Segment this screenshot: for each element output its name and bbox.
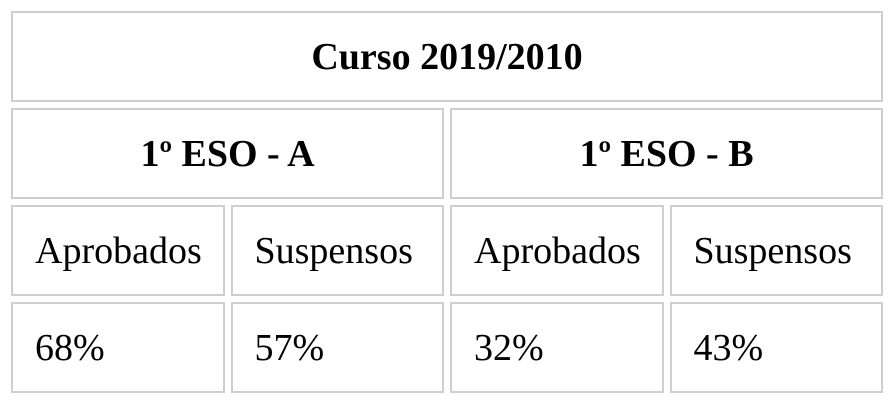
table-title: Curso 2019/2010: [11, 11, 883, 102]
column-header-b-suspensos: Suspensos: [669, 205, 883, 296]
value-a-aprobados: 68%: [11, 302, 225, 393]
column-header-a-aprobados: Aprobados: [11, 205, 225, 296]
title-row: Curso 2019/2010: [11, 11, 883, 102]
value-a-suspensos: 57%: [230, 302, 444, 393]
value-b-aprobados: 32%: [450, 302, 664, 393]
column-header-b-aprobados: Aprobados: [450, 205, 664, 296]
group-header-b: 1º ESO - B: [450, 108, 883, 199]
group-row: 1º ESO - A 1º ESO - B: [11, 108, 883, 199]
group-header-a: 1º ESO - A: [11, 108, 444, 199]
column-header-a-suspensos: Suspensos: [230, 205, 444, 296]
values-row: 68% 57% 32% 43%: [11, 302, 883, 393]
results-table: Curso 2019/2010 1º ESO - A 1º ESO - B Ap…: [5, 5, 889, 399]
value-b-suspensos: 43%: [669, 302, 883, 393]
column-header-row: Aprobados Suspensos Aprobados Suspensos: [11, 205, 883, 296]
